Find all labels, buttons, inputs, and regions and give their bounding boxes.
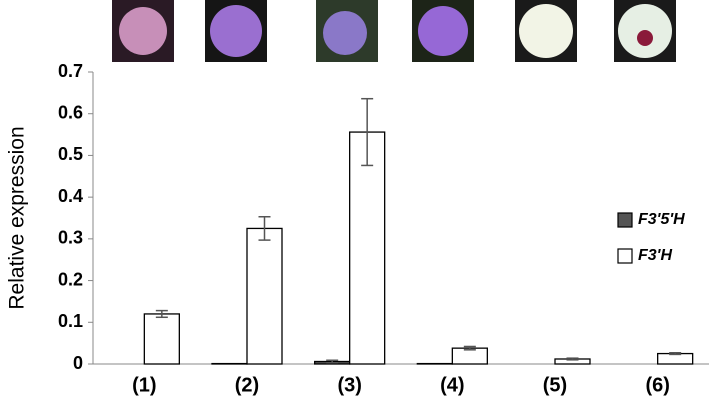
- y-tick-label: 0.5: [58, 144, 83, 164]
- bar: [143, 313, 180, 365]
- flower-photo: [418, 6, 468, 56]
- y-tick-label: 0.3: [58, 228, 83, 248]
- x-tick-label: (3): [337, 374, 361, 396]
- flower-photo: [323, 11, 367, 55]
- error-bar: [669, 351, 682, 356]
- legend-label: F3'H: [638, 247, 672, 264]
- flower-photo: [637, 30, 653, 46]
- error-bar: [463, 345, 476, 351]
- y-tick-label: 0.7: [58, 61, 83, 81]
- error-bar: [326, 359, 339, 364]
- x-tick-label: (6): [645, 374, 669, 396]
- bar: [246, 227, 283, 365]
- legend-label: F3'5'H: [638, 211, 685, 228]
- y-tick-label: 0.2: [58, 269, 83, 289]
- y-tick-label: 0: [73, 353, 83, 373]
- y-tick-label: 0.4: [58, 186, 83, 206]
- error-bar: [361, 97, 374, 167]
- flower-photos: [112, 0, 676, 62]
- legend-swatch: [617, 212, 633, 228]
- legend-swatch: [617, 248, 633, 264]
- x-tick-label: (1): [132, 374, 156, 396]
- flower-photo: [519, 4, 573, 58]
- y-tick-label: 0.1: [58, 311, 83, 331]
- error-bar: [155, 309, 168, 319]
- error-bar: [258, 215, 271, 241]
- flower-photo: [210, 5, 262, 57]
- error-bar: [566, 357, 579, 361]
- flower-photo: [119, 7, 167, 55]
- x-tick-label: (5): [543, 374, 567, 396]
- x-tick-label: (2): [235, 374, 259, 396]
- y-tick-label: 0.6: [58, 102, 83, 122]
- y-axis-label: Relative expression: [6, 126, 29, 309]
- x-tick-label: (4): [440, 374, 464, 396]
- bar: [349, 131, 386, 365]
